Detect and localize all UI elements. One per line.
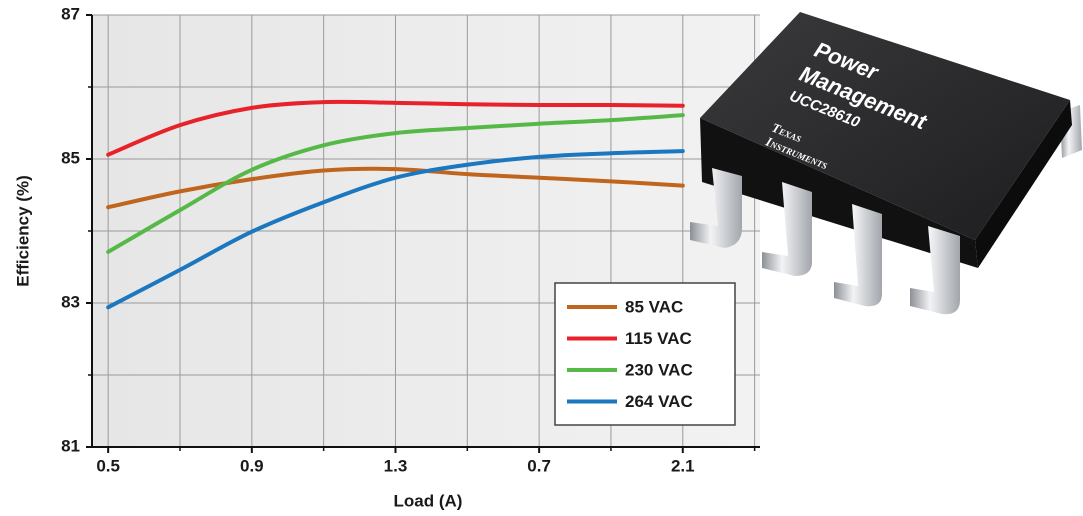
y-tick-label: 81 xyxy=(61,436,80,455)
chip-lead xyxy=(690,168,742,248)
legend-label: 230 VAC xyxy=(625,360,693,379)
y-tick-label: 85 xyxy=(61,148,80,167)
y-tick-label: 87 xyxy=(61,4,80,23)
chip-image: Power Management UCC28610 Texas Instrume… xyxy=(690,12,1082,315)
legend-label: 264 VAC xyxy=(625,392,693,411)
legend-label: 115 VAC xyxy=(625,329,692,348)
chip-lead xyxy=(834,204,882,307)
x-tick-label: 0.9 xyxy=(240,456,264,475)
x-tick-label: 2.1 xyxy=(671,456,695,475)
chip-side xyxy=(975,100,1072,268)
x-axis-title: Load (A) xyxy=(394,491,463,510)
data-line xyxy=(106,166,685,210)
x-tick-label: 1.3 xyxy=(384,456,408,475)
data-line xyxy=(106,113,685,254)
x-tick-label: 0.5 xyxy=(96,456,120,475)
chip-lead xyxy=(762,182,812,276)
chip-side xyxy=(700,118,978,268)
chip-top xyxy=(700,12,1070,240)
x-tick-label: 0.7 xyxy=(527,456,551,475)
legend-label: 85 VAC xyxy=(625,297,683,316)
chip-lead xyxy=(910,226,960,315)
data-line xyxy=(106,149,685,310)
y-tick-label: 83 xyxy=(61,292,80,311)
y-axis-title: Efficiency (%) xyxy=(13,175,32,286)
data-line xyxy=(106,99,685,157)
